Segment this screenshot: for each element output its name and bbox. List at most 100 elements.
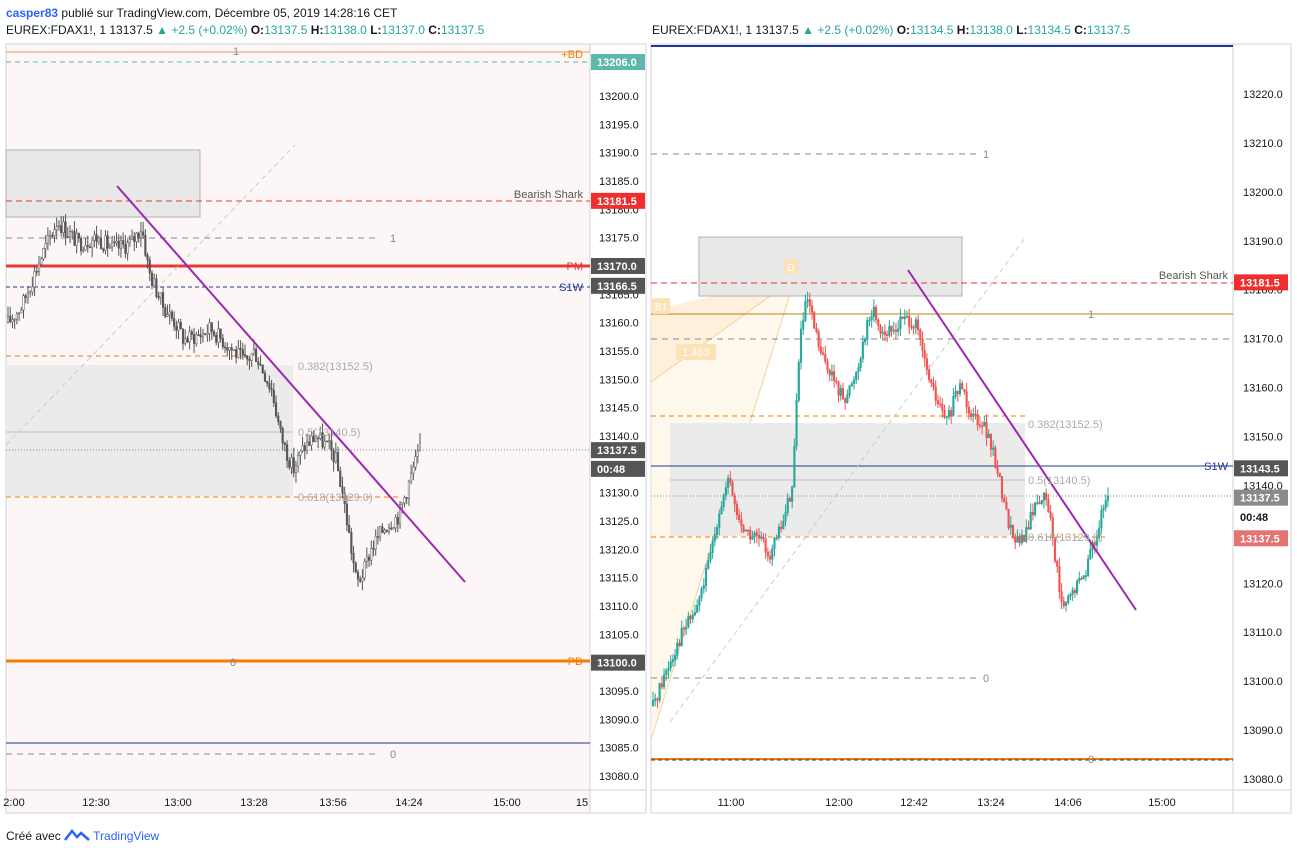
candle-body: [1093, 542, 1096, 546]
candle-body: [1047, 498, 1050, 513]
candle-body: [11, 319, 14, 323]
price-axis-right[interactable]: [1232, 43, 1292, 814]
candle-body: [37, 263, 41, 272]
candle-body: [261, 364, 264, 374]
candle-body: [308, 441, 311, 446]
candle-body: [314, 437, 317, 442]
candle-body: [226, 347, 229, 351]
price-tag[interactable]: 13100.0: [591, 654, 645, 671]
price-tag[interactable]: 13137.5: [1234, 530, 1288, 547]
price-tag[interactable]: 13166.5: [591, 277, 645, 294]
trendline-left[interactable]: [116, 185, 466, 583]
ratio-badge[interactable]: [676, 344, 716, 360]
fib-diagonal-right: [669, 237, 1026, 723]
price-axis-left[interactable]: [589, 43, 647, 814]
y-tick-label: 13120.0: [1243, 578, 1283, 590]
x-tick-label: 15: [576, 797, 588, 809]
symbol[interactable]: EUREX:FDAX1!, 1: [652, 23, 753, 37]
price-tag[interactable]: 13181.5: [1234, 274, 1288, 291]
y-tick-label: 13090.0: [1243, 725, 1283, 737]
candle-body: [753, 532, 756, 538]
chart-panel-right[interactable]: Bearish Shark S1W D 1.463 B1 1 1 0.382(1…: [650, 43, 1292, 814]
zone-box-mid[interactable]: [6, 365, 293, 496]
candle-body: [704, 568, 708, 586]
candle-body: [987, 433, 990, 438]
price-tag[interactable]: 13170.0: [591, 258, 645, 274]
zone-box-top[interactable]: [5, 149, 201, 218]
candle-body: [111, 241, 114, 248]
y-tick-label: 13140.0: [599, 431, 639, 443]
trendline-right[interactable]: [907, 269, 1137, 611]
price-tag-bg: [591, 460, 645, 477]
tradingview-brand[interactable]: TradingView: [93, 829, 160, 843]
candle-body: [95, 234, 98, 242]
candle-body: [221, 338, 224, 348]
candle-body: [724, 487, 727, 496]
candle-body: [24, 295, 27, 298]
candle-body: [255, 348, 258, 363]
candle-body: [75, 233, 78, 246]
price-tag[interactable]: 00:48: [591, 460, 645, 477]
candle-body: [1053, 537, 1057, 562]
fib-label: 0.382(13152.5): [1028, 419, 1103, 431]
candle-body: [1071, 589, 1074, 595]
candle-body: [368, 556, 371, 561]
candle-body: [709, 552, 712, 561]
candle-body: [310, 435, 313, 446]
candle-body: [806, 299, 809, 302]
s1w-label-right: S1W: [1204, 461, 1228, 473]
candle-body: [1095, 537, 1099, 546]
price-tag-bg: [1234, 530, 1288, 547]
price-tag[interactable]: 00:48: [1234, 509, 1288, 526]
candle-body: [691, 614, 694, 620]
close-value: 13137.5: [440, 23, 485, 37]
chart-panel-left[interactable]: +BD Bearish Shark PM S1W PD 1 0.382(1315…: [3, 43, 647, 814]
price-tag[interactable]: 13137.5: [1234, 489, 1288, 506]
price-tag[interactable]: 13137.5: [591, 442, 645, 459]
candle-body: [22, 295, 25, 311]
candle-body: [33, 271, 36, 288]
pattern-point-b[interactable]: [652, 298, 670, 314]
price-tag[interactable]: 13206.0: [591, 54, 645, 70]
candle-body: [418, 442, 422, 452]
candle-body: [188, 331, 191, 343]
candle-body: [170, 311, 173, 319]
candle-body: [866, 320, 869, 341]
author-link[interactable]: casper83: [6, 6, 59, 20]
candle-body: [49, 235, 52, 237]
candle-body: [651, 700, 655, 706]
x-tick-label: 13:00: [164, 797, 192, 809]
pm-label: PM: [567, 261, 584, 273]
candle-body: [656, 698, 659, 701]
candle-body: [243, 354, 247, 356]
candle-body: [13, 318, 16, 321]
candle-body: [257, 361, 260, 365]
low-value: 13137.0: [381, 23, 425, 37]
symbol[interactable]: EUREX:FDAX1!, 1: [6, 23, 107, 37]
pattern-point-d[interactable]: [784, 259, 798, 274]
candle-body: [727, 477, 730, 488]
candle-body: [354, 562, 357, 573]
candle-body: [186, 338, 189, 343]
candle-body: [682, 627, 685, 630]
candle-body: [370, 548, 373, 561]
candle-body: [738, 514, 741, 520]
price-tags-right: 13181.5 13143.5 13137.5 00:48 13137.5: [1234, 274, 1288, 547]
zone-box-top-right[interactable]: [698, 236, 963, 297]
price-tag-text: 13137.5: [1240, 533, 1280, 545]
candle-body: [751, 536, 754, 540]
candle-body: [51, 235, 54, 237]
price-tag[interactable]: 13143.5: [1234, 460, 1288, 477]
candle-body: [312, 435, 315, 442]
candle-body: [139, 231, 142, 239]
price-tag[interactable]: 13181.5: [591, 192, 645, 209]
candle-body: [994, 447, 997, 468]
candle-body: [1082, 575, 1085, 579]
candle-body: [766, 551, 769, 557]
candle-body: [822, 352, 825, 355]
y-axis-right: 13080.013090.013100.013110.013120.013130…: [1243, 89, 1283, 786]
candle-body: [224, 346, 227, 349]
candle-body: [998, 472, 1001, 477]
candle-body: [921, 338, 924, 351]
